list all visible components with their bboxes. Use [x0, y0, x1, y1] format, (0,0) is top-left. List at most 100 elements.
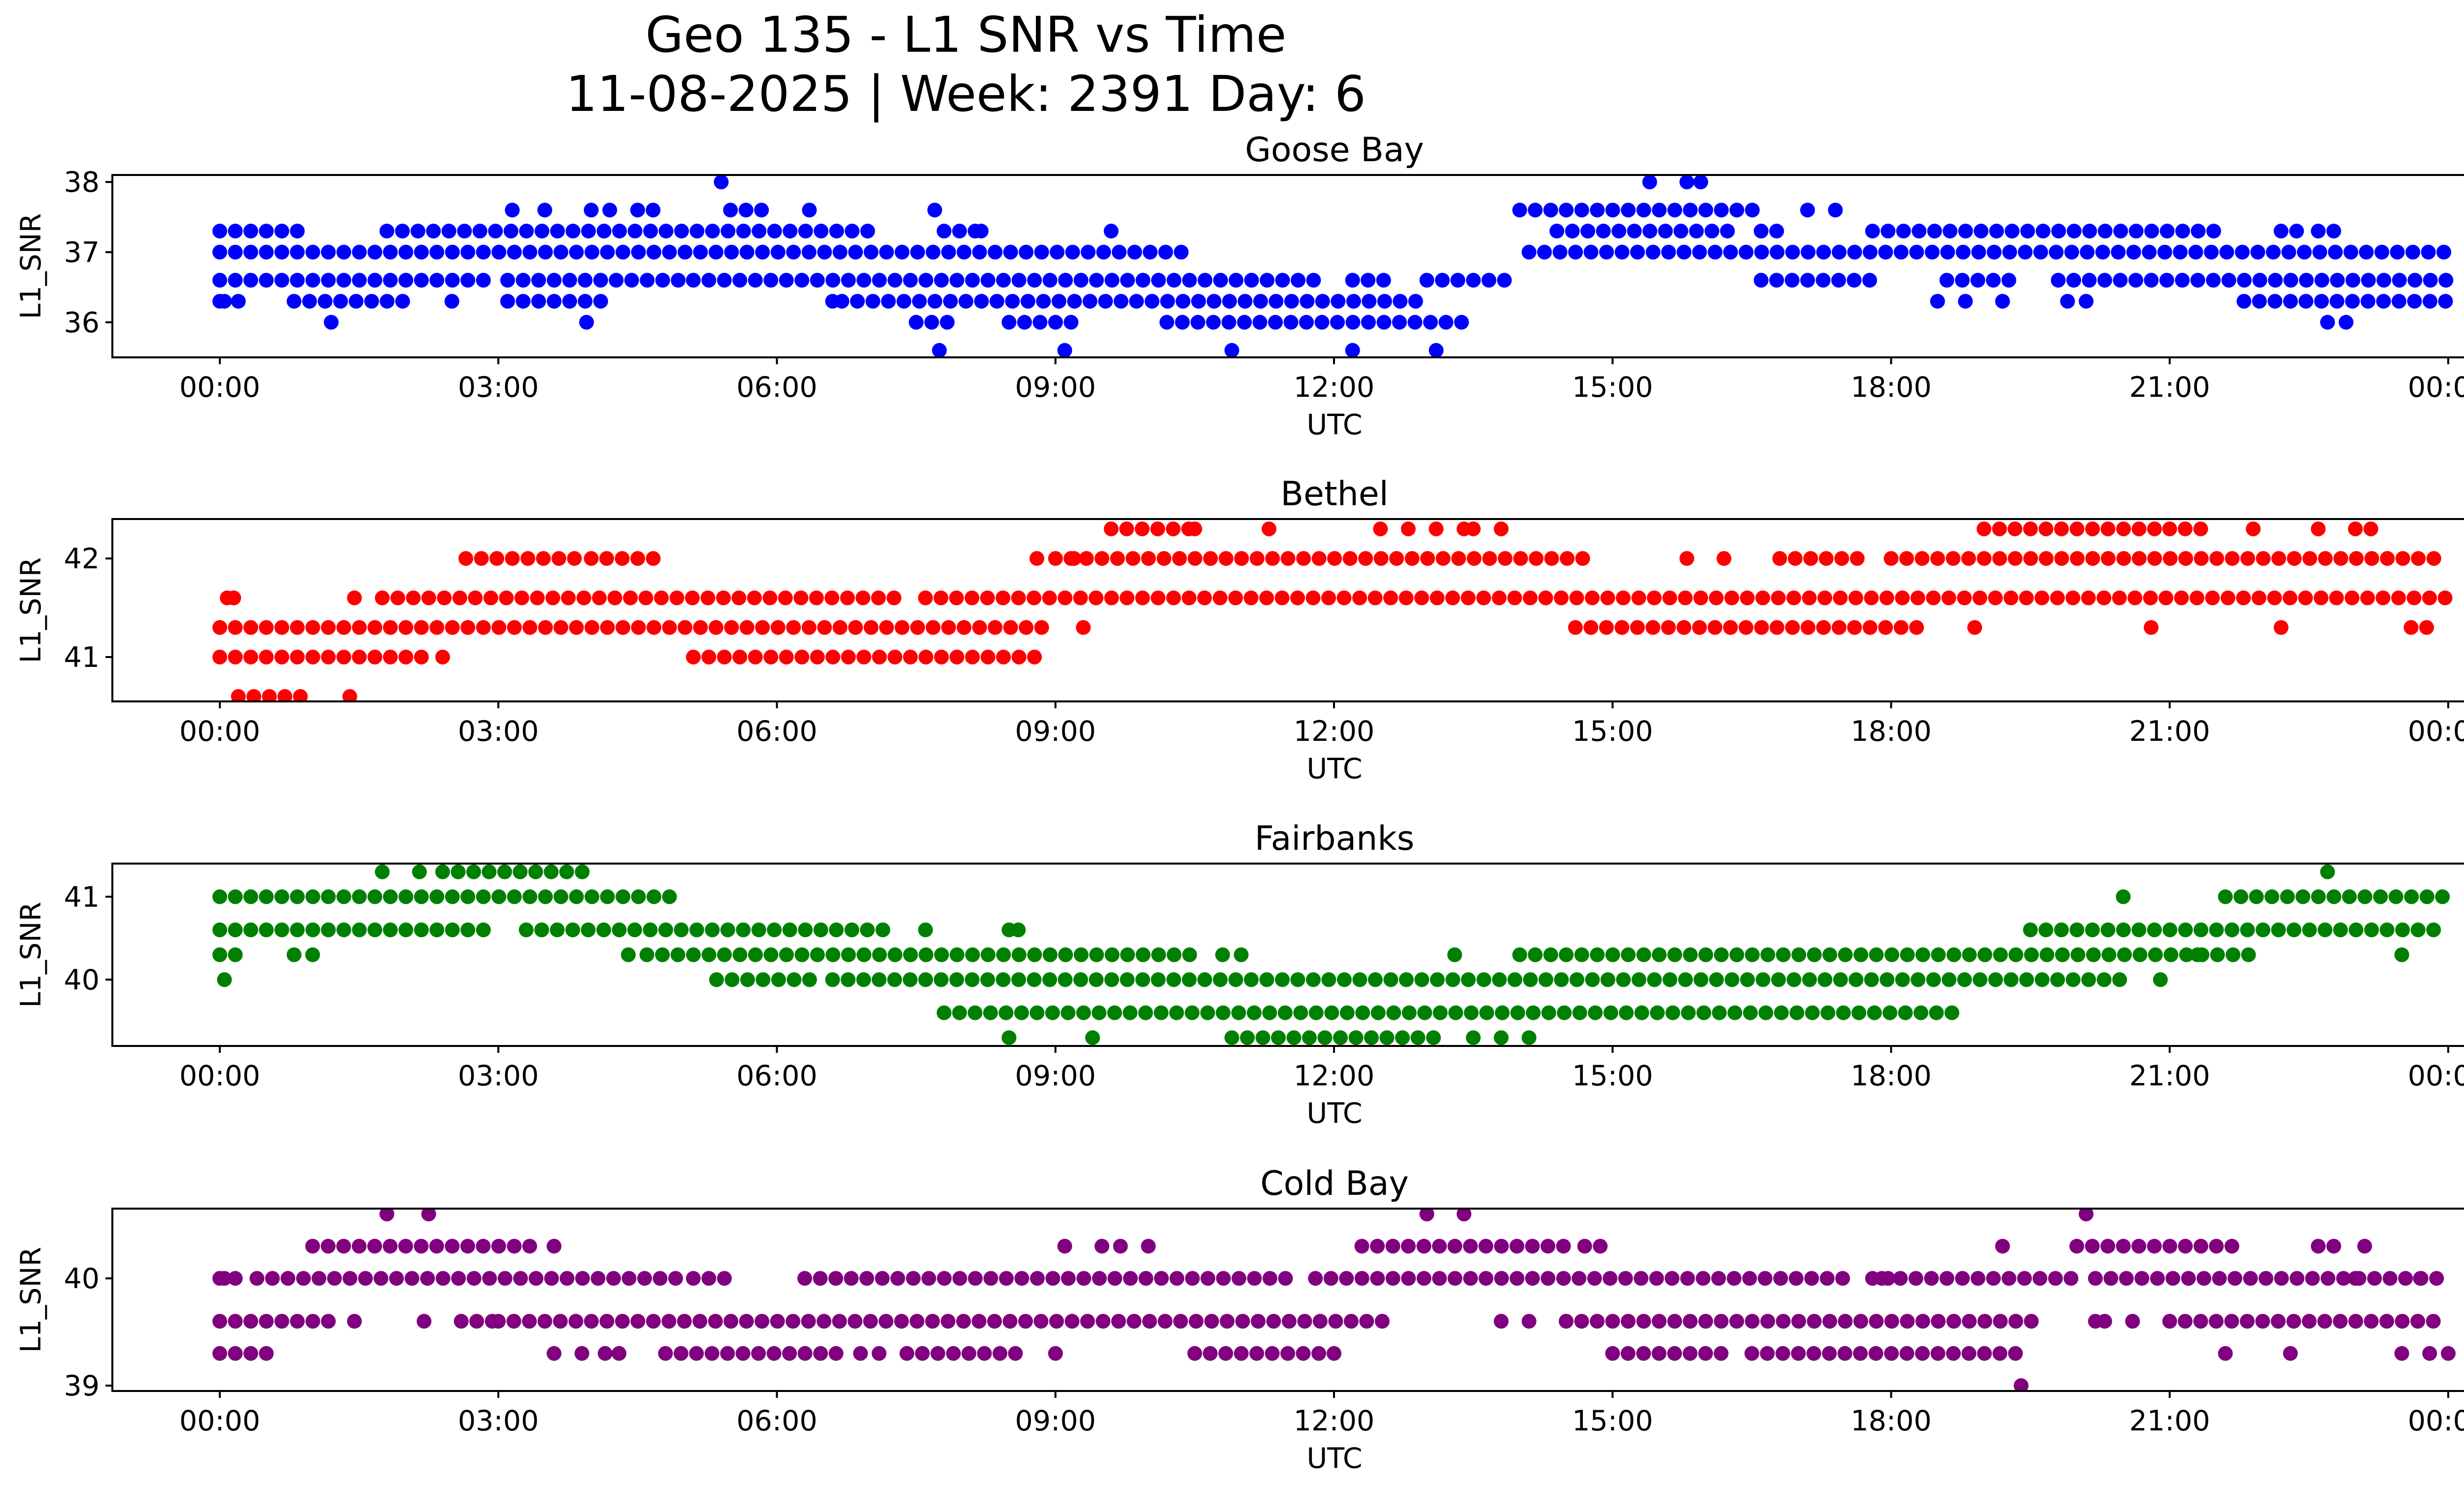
- data-point: [1018, 1314, 1033, 1329]
- data-point: [794, 947, 810, 962]
- data-point: [559, 864, 574, 879]
- data-point: [848, 1314, 862, 1329]
- data-point: [624, 273, 639, 288]
- data-point: [262, 689, 277, 701]
- data-point: [1058, 947, 1073, 962]
- subplot-title: Cold Bay: [1260, 1164, 1408, 1203]
- data-point: [569, 244, 584, 260]
- data-point: [1572, 1271, 1587, 1286]
- data-point: [2117, 947, 2132, 962]
- data-point: [841, 972, 856, 987]
- data-point: [1512, 203, 1527, 218]
- data-point: [2179, 947, 2194, 962]
- x-tick-label: 21:00: [2129, 1060, 2210, 1092]
- data-point: [1992, 1346, 2008, 1361]
- data-point: [1342, 551, 1358, 566]
- data-point: [890, 1271, 905, 1286]
- data-point: [2241, 947, 2256, 962]
- data-point: [2103, 1271, 2119, 1286]
- data-point: [1252, 314, 1267, 330]
- data-point: [305, 889, 320, 904]
- data-point: [2097, 223, 2113, 239]
- data-point: [2438, 273, 2454, 288]
- data-point: [1408, 294, 1423, 309]
- data-point: [751, 922, 766, 938]
- data-point: [1312, 1314, 1328, 1329]
- data-point: [321, 650, 336, 664]
- data-point: [379, 294, 395, 309]
- data-point: [1946, 947, 1961, 962]
- data-point: [801, 620, 817, 635]
- data-point: [1063, 314, 1079, 330]
- data-point: [1027, 972, 1042, 987]
- data-point: [2112, 591, 2127, 605]
- data-point: [2209, 1239, 2224, 1254]
- data-point: [212, 620, 227, 635]
- data-point: [593, 273, 608, 288]
- data-point: [1774, 1005, 1789, 1020]
- data-point: [305, 1314, 320, 1329]
- data-point: [1771, 591, 1786, 605]
- data-point: [755, 620, 770, 635]
- data-point: [1620, 1314, 1636, 1329]
- data-point: [1048, 551, 1063, 566]
- data-point: [2127, 591, 2143, 605]
- data-point: [2302, 551, 2318, 566]
- data-point: [2111, 244, 2126, 260]
- data-point: [2327, 244, 2343, 260]
- data-point: [420, 1271, 435, 1286]
- data-point: [1955, 244, 1971, 260]
- data-point: [519, 223, 534, 239]
- data-point: [961, 1346, 977, 1361]
- data-point: [1151, 947, 1166, 962]
- data-point: [845, 223, 860, 239]
- data-point: [243, 1314, 258, 1329]
- data-point: [457, 223, 472, 239]
- data-point: [894, 620, 910, 635]
- data-point: [1058, 273, 1073, 288]
- data-point: [1698, 203, 1713, 218]
- data-point: [967, 1005, 983, 1020]
- data-point: [2419, 889, 2434, 904]
- data-point: [2034, 591, 2050, 605]
- data-point: [2318, 551, 2333, 566]
- data-point: [259, 650, 274, 664]
- data-point: [2020, 223, 2035, 239]
- data-point: [1348, 1030, 1364, 1045]
- data-point: [453, 1314, 469, 1329]
- data-point: [1237, 294, 1253, 309]
- data-point: [2112, 972, 2127, 987]
- data-point: [1816, 620, 1831, 635]
- data-point: [1618, 1271, 1633, 1286]
- data-point: [779, 650, 794, 664]
- data-point: [2367, 1271, 2382, 1286]
- data-point: [1277, 1005, 1293, 1020]
- data-point: [894, 244, 910, 260]
- data-point: [2246, 522, 2261, 536]
- data-point: [1692, 244, 1707, 260]
- data-point: [1615, 591, 1631, 605]
- data-point: [2273, 620, 2289, 635]
- data-point: [2311, 889, 2326, 904]
- data-point: [879, 620, 894, 635]
- data-point: [429, 1239, 445, 1254]
- data-point: [522, 1314, 537, 1329]
- data-point: [2240, 551, 2256, 566]
- data-point: [2173, 244, 2188, 260]
- data-point: [2193, 1314, 2208, 1329]
- data-point: [367, 1239, 382, 1254]
- data-point: [1066, 551, 1082, 566]
- data-point: [243, 889, 258, 904]
- data-point: [1662, 972, 1677, 987]
- data-point: [798, 922, 813, 938]
- data-point: [1869, 1314, 1884, 1329]
- data-point: [658, 922, 673, 938]
- data-point: [367, 620, 382, 635]
- data-point: [445, 889, 460, 904]
- data-point: [1306, 972, 1321, 987]
- data-point: [1126, 551, 1141, 566]
- data-point: [1447, 1271, 1463, 1286]
- data-point: [1537, 244, 1552, 260]
- data-point: [2240, 1314, 2255, 1329]
- data-point: [2070, 947, 2086, 962]
